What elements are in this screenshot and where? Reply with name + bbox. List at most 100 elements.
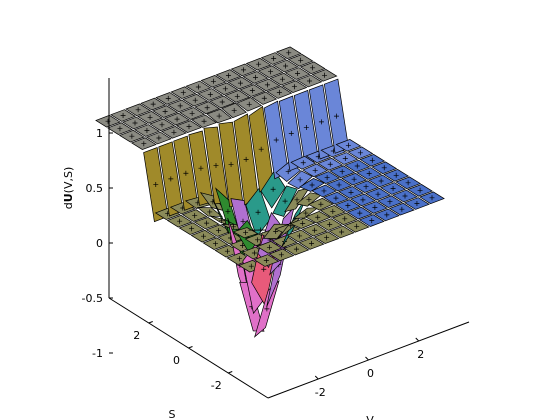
sample-marker (201, 233, 207, 239)
sample-marker (240, 218, 246, 224)
sample-marker (417, 187, 423, 193)
sample-marker (263, 258, 269, 263)
sample-marker (333, 195, 339, 201)
sample-marker (252, 74, 258, 80)
sample-marker (339, 169, 345, 175)
sample-marker (327, 222, 333, 228)
sample-marker (198, 165, 204, 171)
x-ticks: -2 0 2 (315, 337, 424, 399)
sample-marker (278, 252, 284, 258)
sample-marker (390, 186, 396, 191)
sample-marker (207, 92, 213, 98)
sample-marker (286, 50, 292, 56)
sample-marker (216, 228, 222, 234)
sample-marker (351, 176, 357, 182)
sample-marker (246, 101, 252, 107)
sample-marker (315, 214, 321, 220)
y-tick-label: 2 (133, 329, 140, 342)
sample-marker (312, 227, 318, 233)
sample-marker (324, 235, 330, 241)
sample-marker (297, 233, 303, 239)
sample-marker (288, 130, 294, 136)
sample-marker (393, 172, 399, 178)
z-tick-label: 0 (96, 237, 103, 250)
sample-marker (219, 218, 225, 224)
sample-marker (342, 156, 348, 161)
sample-marker (159, 122, 165, 128)
sample-marker (273, 137, 279, 143)
sample-marker (256, 61, 262, 67)
sample-marker (261, 95, 267, 101)
sample-marker (129, 133, 135, 139)
sample-marker (306, 196, 312, 202)
sample-marker (300, 220, 306, 226)
y-tick-label: -2 (211, 379, 222, 392)
sample-marker (213, 162, 219, 168)
sample-marker (204, 220, 210, 226)
sample-marker (174, 116, 180, 122)
sample-marker (150, 101, 156, 107)
sample-marker (212, 241, 218, 247)
sample-marker (171, 129, 177, 135)
sample-marker (255, 237, 261, 243)
sample-marker (399, 206, 405, 212)
sample-marker (268, 69, 274, 75)
sample-marker (303, 210, 309, 216)
sample-marker (236, 256, 242, 262)
sample-marker (117, 126, 123, 132)
sample-marker (372, 204, 378, 210)
y-tick-mark (188, 346, 193, 349)
sample-marker (231, 107, 237, 113)
sample-marker (228, 161, 234, 167)
sample-marker (219, 99, 225, 105)
y-tick-label: 0 (173, 354, 180, 367)
sample-marker (378, 178, 384, 184)
sample-marker (186, 124, 192, 130)
sample-marker (369, 218, 375, 224)
sample-marker (402, 193, 408, 199)
sample-marker (201, 118, 207, 124)
x-tick-label: -2 (315, 386, 326, 399)
sample-marker (156, 135, 162, 141)
sample-marker (324, 175, 330, 181)
sample-marker (183, 170, 189, 176)
sample-marker (165, 95, 171, 101)
sample-marker (225, 208, 231, 214)
x-tick-label: 2 (417, 348, 424, 361)
surface-patches (95, 46, 445, 338)
sample-marker (216, 113, 222, 119)
x-tick-mark (415, 337, 420, 342)
sample-marker (279, 76, 285, 82)
sample-marker (297, 177, 303, 183)
y-tick-mark (148, 321, 153, 324)
sample-marker (342, 216, 348, 222)
sample-marker (414, 201, 420, 206)
sample-marker (271, 56, 277, 61)
z-tick-label: 1 (96, 127, 103, 140)
sample-marker (234, 93, 240, 99)
sample-marker (318, 119, 324, 125)
sample-marker (264, 306, 270, 312)
sample-marker (321, 188, 327, 194)
sample-marker (224, 248, 230, 254)
sample-marker (312, 167, 318, 173)
sample-marker (300, 160, 306, 166)
sample-marker (429, 195, 435, 201)
sample-marker (405, 180, 411, 186)
sample-marker (192, 97, 198, 103)
sample-marker (345, 203, 351, 209)
sample-marker (336, 182, 342, 188)
y-tick-mark (228, 371, 233, 374)
x-tick-mark (365, 356, 369, 361)
sample-marker (294, 197, 300, 203)
sample-marker (375, 191, 381, 197)
sample-marker (144, 128, 150, 133)
sample-marker (105, 118, 111, 124)
sample-marker (298, 57, 304, 63)
sample-marker (258, 227, 264, 233)
sample-marker (333, 113, 339, 119)
sample-marker (135, 107, 141, 113)
sample-marker (141, 141, 147, 147)
sample-marker (293, 246, 299, 252)
